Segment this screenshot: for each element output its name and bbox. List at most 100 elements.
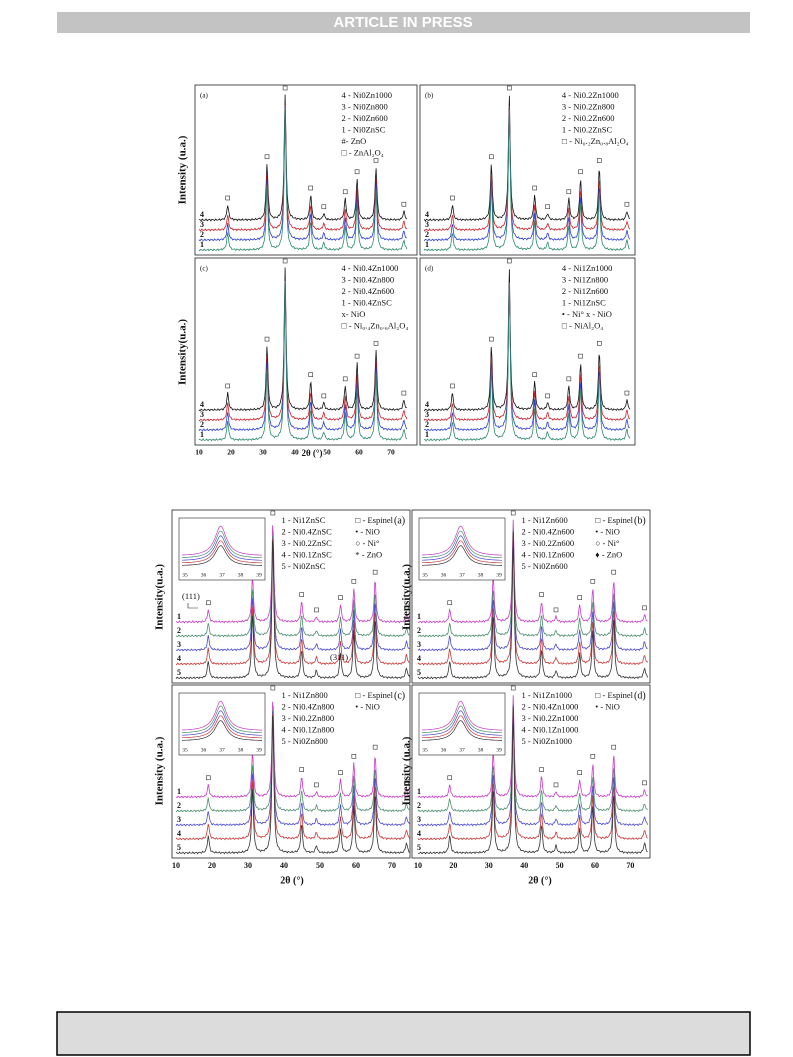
inset-tick-label: 38 xyxy=(478,572,484,578)
phase-marker xyxy=(314,782,319,788)
xrd-curve xyxy=(198,280,408,442)
phase-marker xyxy=(373,341,379,346)
inset-frame xyxy=(418,692,506,756)
legend-entry: 5 - Ni0Zn1000 xyxy=(521,736,572,746)
legend-entry: 2 - Ni0.4ZnSC xyxy=(281,526,332,536)
curve-label: 3 xyxy=(417,815,421,824)
phase-marker xyxy=(489,336,494,342)
legend-entry: 4 - Ni0.1Zn800 xyxy=(281,724,334,734)
phase-marker xyxy=(642,780,647,786)
inset-curve xyxy=(182,700,263,731)
legend-entry: ○ - Ni° xyxy=(595,538,619,548)
inset-curve xyxy=(181,540,263,564)
legend-entry: • - NiO xyxy=(355,701,380,711)
legend-entry: 2 - Ni0.2Zn600 xyxy=(562,113,615,123)
phase-marker xyxy=(401,201,407,207)
x-tick-label: 50 xyxy=(556,861,564,870)
phase-marker xyxy=(611,744,617,750)
curve-label: 1 xyxy=(200,430,204,439)
phase-marker xyxy=(447,775,453,781)
panel-frame xyxy=(194,84,418,256)
curve-label: 5 xyxy=(177,843,181,852)
xrd-curve xyxy=(175,713,411,841)
legend-entry: 5 - Ni0Zn800 xyxy=(281,736,327,746)
inset-frame xyxy=(178,692,266,756)
inset-tick-label: 38 xyxy=(238,572,244,578)
y-axis-label: Intensity (u.a.) xyxy=(154,736,166,805)
phase-marker xyxy=(577,595,582,600)
legend-entry: 5 - Ni0ZnSC xyxy=(281,561,325,571)
phase-marker xyxy=(282,258,288,264)
xrd-curve xyxy=(417,532,648,680)
legend-entry: 2 - Ni0.4Zn600 xyxy=(521,526,574,536)
phase-marker xyxy=(404,605,409,611)
curve-label: 3 xyxy=(200,220,204,229)
inset-tick-label: 35 xyxy=(422,747,428,753)
legend-entry: 4 - Ni0.1Zn600 xyxy=(521,549,574,559)
panel-frame xyxy=(194,257,418,446)
legend-entry: 1 - Ni1Zn1000 xyxy=(521,690,572,700)
legend-entry: 1 - Ni1Zn600 xyxy=(521,515,567,525)
legend-entry: 3 - Ni0Zn800 xyxy=(342,101,388,111)
xrd-curve xyxy=(175,535,410,638)
x-tick-label: 10 xyxy=(172,861,180,870)
phase-marker xyxy=(404,780,409,786)
phase-marker xyxy=(351,579,357,584)
panel-frame xyxy=(419,84,636,256)
phase-marker xyxy=(338,770,343,775)
phase-marker xyxy=(566,376,572,382)
legend-entry: 3 - Ni0.2Zn800 xyxy=(281,713,334,723)
x-tick-label: 40 xyxy=(520,861,528,870)
phase-marker xyxy=(450,195,455,201)
phase-marker xyxy=(308,185,313,191)
curve-label: 4 xyxy=(177,654,181,663)
y-axis-label: Intensity(u.a.) xyxy=(401,564,413,630)
legend-entry: • - Ni° x - NiO xyxy=(562,309,612,319)
curve-label: 4 xyxy=(200,400,204,409)
curve-label: 3 xyxy=(425,220,429,229)
phase-marker xyxy=(225,195,231,201)
legend-entry: ♦ - ZnO xyxy=(595,549,622,559)
legend-entry: 1 - Ni1ZnSC xyxy=(281,515,325,525)
x-tick-label: 20 xyxy=(449,861,457,870)
phase-marker xyxy=(539,767,544,772)
curve-label: 3 xyxy=(177,815,181,824)
legend-entry: 2 - Ni0.4Zn600 xyxy=(342,286,395,296)
curve-label: 1 xyxy=(417,787,421,796)
x-tick-label: 50 xyxy=(316,861,324,870)
x-tick-label: 70 xyxy=(388,861,396,870)
legend-entry: 4 - Ni0.4Zn1000 xyxy=(342,263,399,273)
inset-tick-label: 36 xyxy=(201,572,207,578)
inset-curve xyxy=(182,525,263,556)
legend-entry: 2 - Ni1Zn600 xyxy=(562,286,608,296)
inset-curve xyxy=(181,715,263,739)
curve-label: 5 xyxy=(417,668,421,677)
curve-label: 4 xyxy=(425,210,429,219)
phase-marker xyxy=(450,383,455,389)
x-tick-label: 60 xyxy=(591,861,599,870)
legend-entry: 4 - Ni0.2Zn1000 xyxy=(562,90,619,100)
inset-frame xyxy=(418,517,506,581)
inset-tick-label: 37 xyxy=(219,747,225,753)
curve-label: 4 xyxy=(417,654,421,663)
inset-tick-label: 37 xyxy=(219,572,225,578)
legend-entry: • - NiO xyxy=(595,701,620,711)
xrd-curve xyxy=(198,267,408,412)
curve-label: 2 xyxy=(200,420,204,429)
inset-tick-label: 38 xyxy=(478,747,484,753)
phase-marker xyxy=(264,154,270,160)
phase-marker xyxy=(354,169,360,175)
inset-curve xyxy=(182,530,262,559)
inset-tick-label: 39 xyxy=(256,747,262,753)
legend-entry: 1 - Ni0.4ZnSC xyxy=(342,297,393,307)
x-tick-label: 60 xyxy=(355,448,363,457)
phase-marker xyxy=(545,204,550,210)
legend-entry: □ - NiAl₂O₄ xyxy=(562,320,603,330)
phase-marker xyxy=(510,510,516,516)
inset-tick-label: 39 xyxy=(496,747,502,753)
curve-label: 1 xyxy=(177,612,181,621)
legend-entry: 4 - Ni0.1ZnSC xyxy=(281,549,332,559)
phase-marker xyxy=(553,782,559,788)
legend-entry: □ - Espinel xyxy=(355,515,393,525)
phase-marker xyxy=(373,158,379,163)
